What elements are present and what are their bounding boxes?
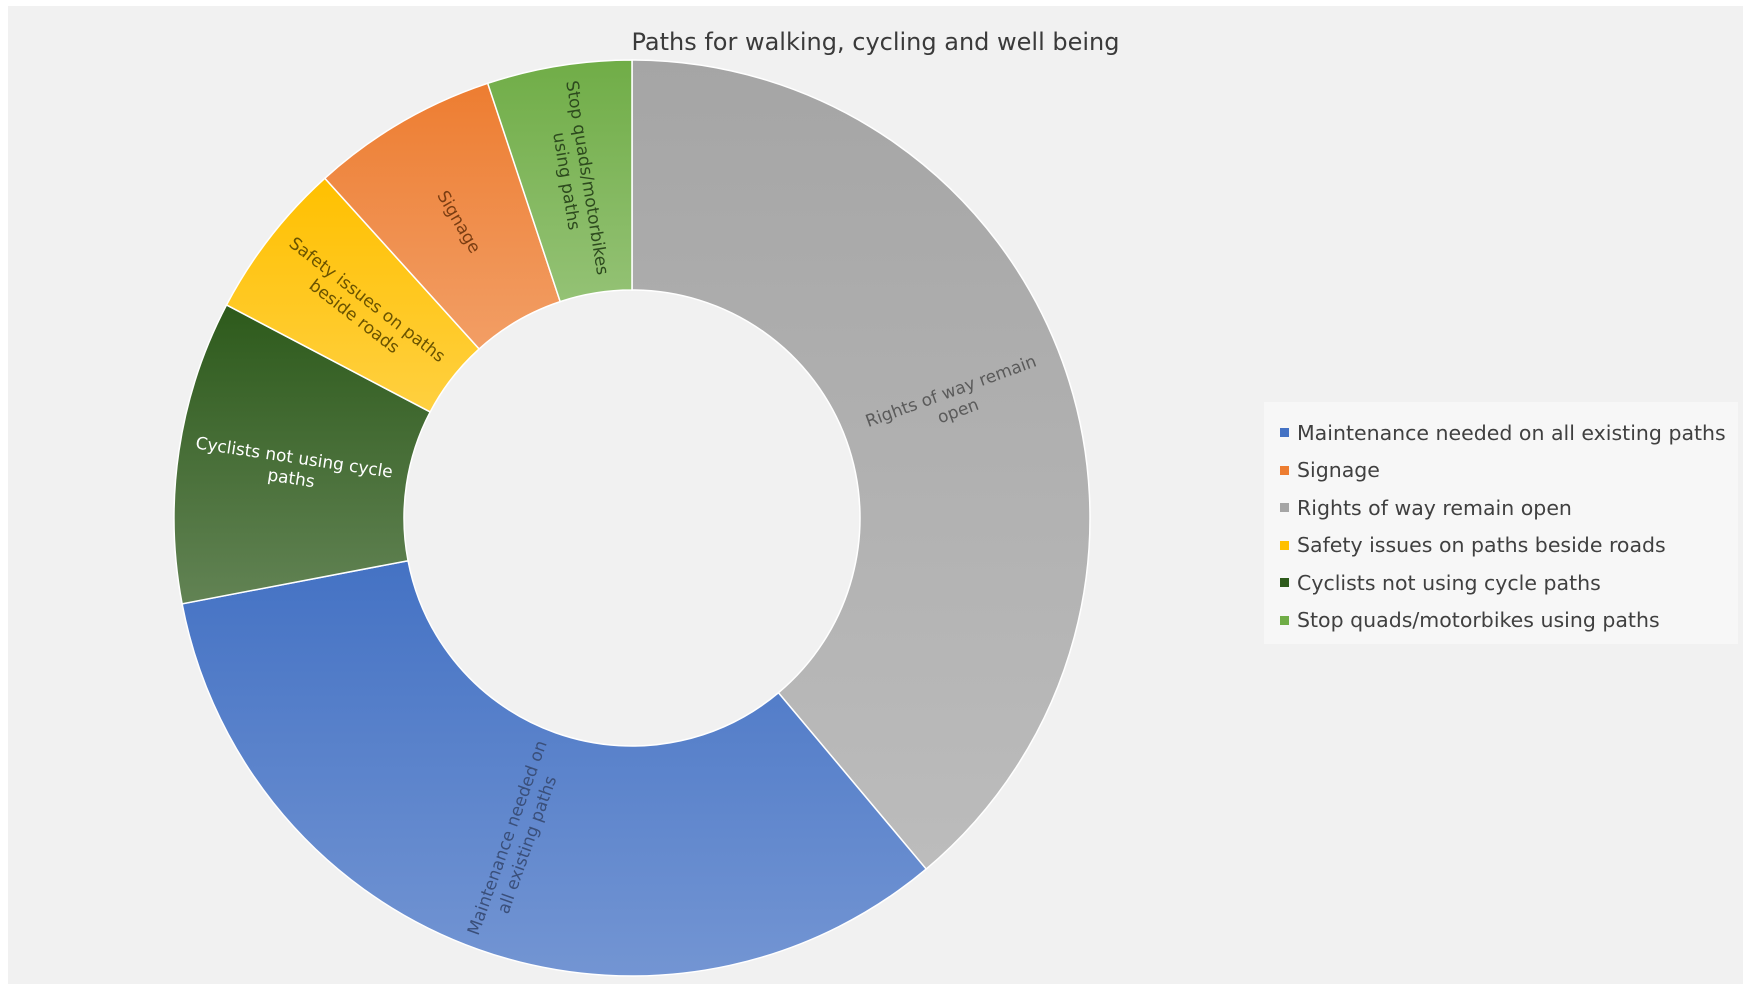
slice-rights-of-way-remain-open[interactable]: [631, 59, 1091, 871]
legend-item-safety-issues-on-paths-beside-roads: Safety issues on paths beside roads: [1280, 527, 1738, 565]
legend-swatch: [1280, 465, 1289, 475]
slice-cyclists-not-using-cycle-paths[interactable]: [173, 303, 432, 605]
legend-swatch: [1280, 540, 1289, 550]
legend-label: Rights of way remain open: [1297, 495, 1572, 520]
legend-label: Cyclists not using cycle paths: [1297, 570, 1601, 595]
legend-label: Safety issues on paths beside roads: [1297, 533, 1666, 558]
legend-label: Stop quads/motorbikes using paths: [1297, 608, 1660, 633]
chart-area: Rights of way remainopen Maintenance need…: [8, 6, 1743, 984]
legend-item-stop-quads-motorbikes-using-paths: Stop quads/motorbikes using paths: [1280, 602, 1738, 640]
legend-label: Signage: [1297, 458, 1380, 483]
legend-label: Maintenance needed on all existing paths: [1297, 420, 1726, 445]
slice-maintenance-needed-on-all-existing-paths[interactable]: [181, 559, 928, 977]
legend-swatch: [1280, 615, 1289, 625]
chart-title: Paths for walking, cycling and well bein…: [631, 28, 1120, 56]
slice-stop-quads-motorbikes-using-paths[interactable]: [486, 59, 633, 303]
legend-item-cyclists-not-using-cycle-paths: Cyclists not using cycle paths: [1280, 564, 1738, 602]
chart-legend: Maintenance needed on all existing paths…: [1264, 402, 1738, 644]
legend-item-maintenance-needed-on-all-existing-paths: Maintenance needed on all existing paths: [1280, 414, 1738, 452]
legend-item-rights-of-way-remain-open: Rights of way remain open: [1280, 489, 1738, 527]
legend-swatch: [1280, 503, 1289, 513]
legend-item-signage: Signage: [1280, 452, 1738, 490]
legend-swatch: [1280, 578, 1289, 588]
legend-swatch: [1280, 428, 1289, 438]
